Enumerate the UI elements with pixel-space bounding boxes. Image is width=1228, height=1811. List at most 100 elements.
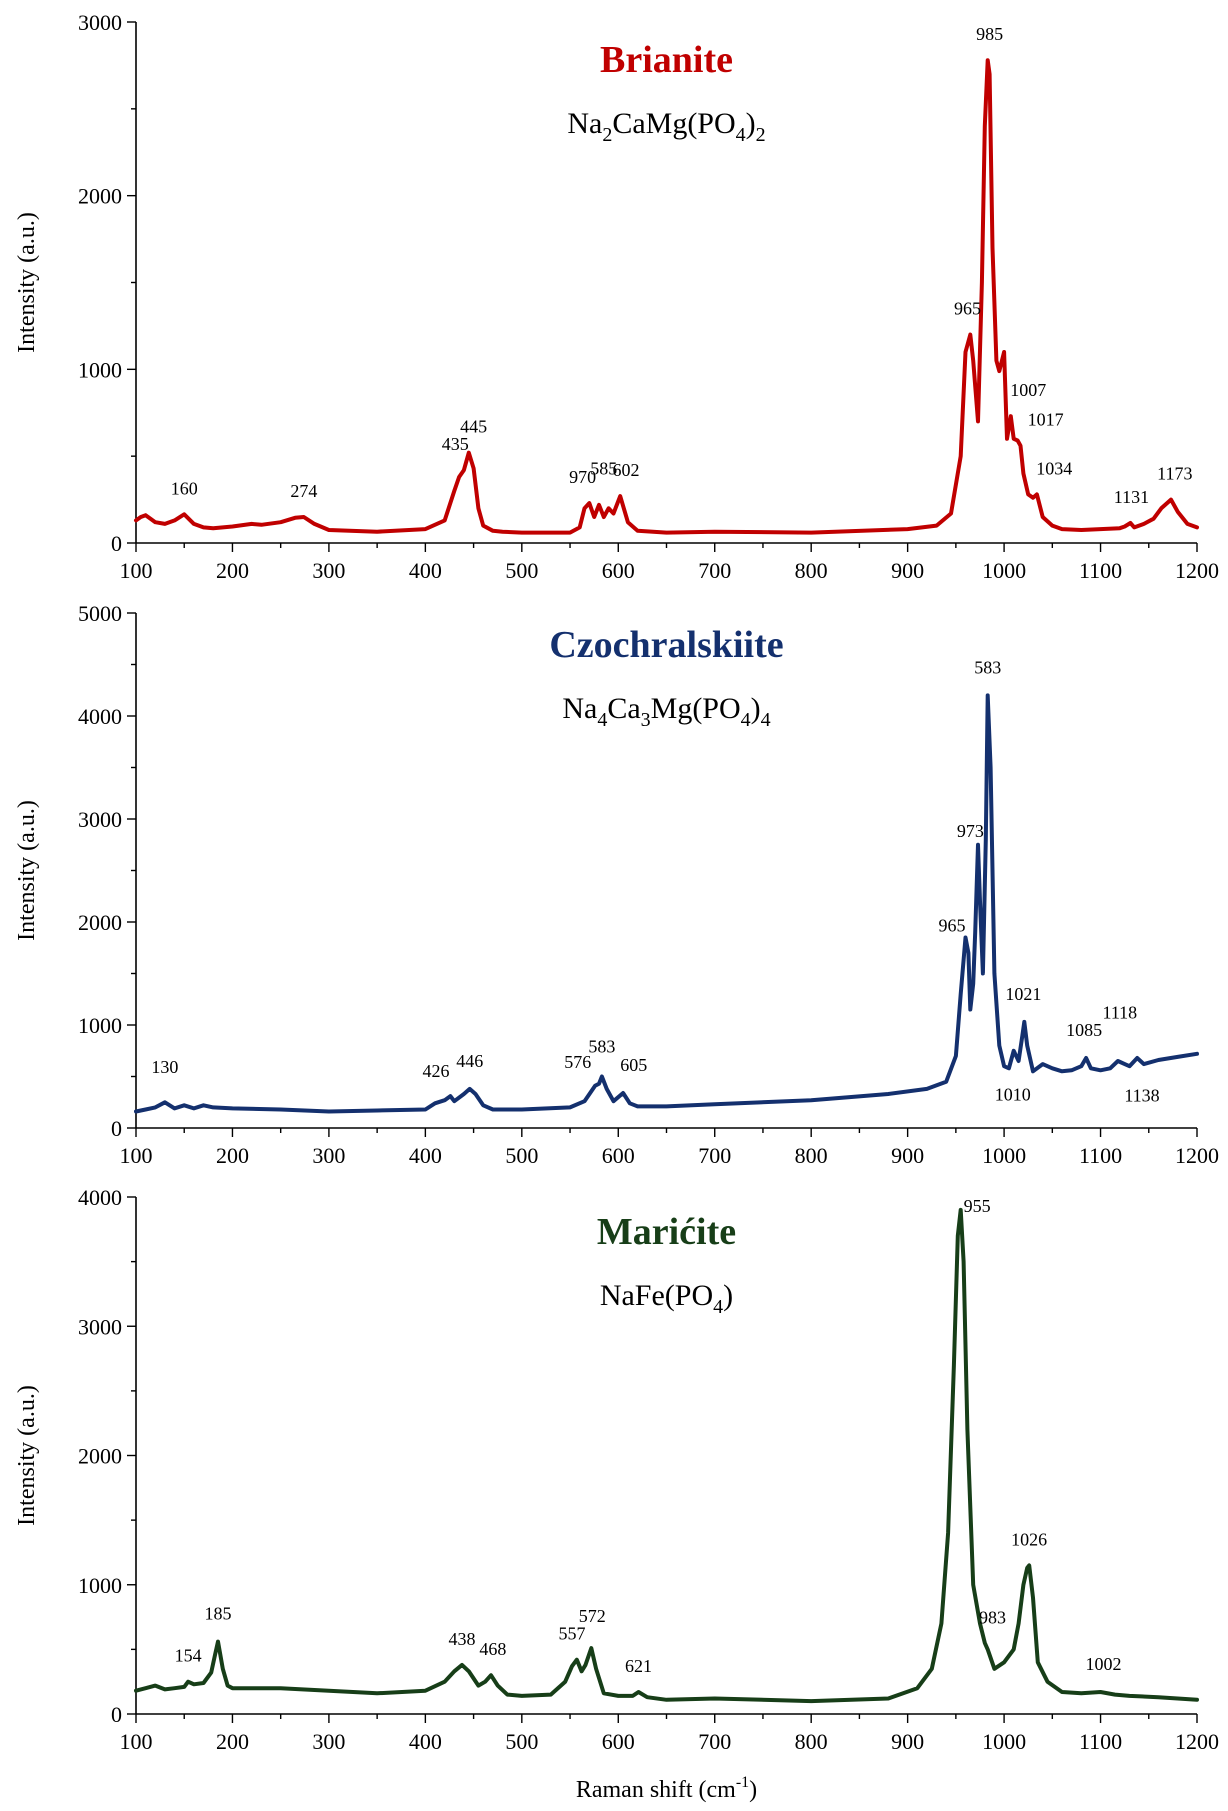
x-tick-label: 700: [698, 558, 731, 583]
peak-label: 130: [151, 1057, 178, 1077]
peak-label: 1007: [1010, 380, 1046, 400]
peak-label: 445: [460, 417, 487, 437]
x-tick-label: 500: [505, 1729, 538, 1754]
peak-label: 438: [449, 1629, 476, 1649]
x-tick-label: 900: [891, 1729, 924, 1754]
x-tick-label: 700: [698, 1729, 731, 1754]
x-tick-label: 500: [505, 558, 538, 583]
formula-part: 4: [741, 709, 751, 731]
y-tick-label: 1000: [78, 357, 122, 382]
x-tick-label: 100: [120, 1729, 153, 1754]
x-tick-label: 1000: [982, 1143, 1026, 1168]
x-tick-label: 100: [120, 558, 153, 583]
formula-part: 2: [756, 124, 766, 146]
y-axis-title: Intensity (a.u.): [14, 212, 40, 353]
peak-label: 605: [620, 1055, 647, 1075]
x-axis-title: Raman shift (cm-1): [576, 1774, 757, 1803]
chemical-formula: NaFe(PO4): [600, 1279, 733, 1318]
y-tick-label: 3000: [78, 10, 122, 35]
y-tick-label: 4000: [78, 704, 122, 729]
chemical-formula: Na4Ca3Mg(PO4)4: [562, 692, 770, 731]
peak-label: 1021: [1005, 984, 1041, 1004]
peak-label: 1026: [1011, 1529, 1047, 1549]
x-tick-label: 500: [505, 1143, 538, 1168]
x-tick-label: 800: [795, 558, 828, 583]
y-tick-label: 1000: [78, 1013, 122, 1038]
y-tick-label: 0: [111, 1116, 122, 1141]
x-tick-label: 1000: [982, 1729, 1026, 1754]
x-tick-label: 1200: [1175, 558, 1219, 583]
formula-part: ): [723, 1279, 733, 1312]
x-tick-label: 600: [602, 558, 635, 583]
x-axis-title-base: Raman shift (cm: [576, 1777, 736, 1803]
y-tick-label: 3000: [78, 807, 122, 832]
peak-label: 973: [957, 821, 984, 841]
peak-label: 583: [974, 657, 1001, 677]
chart-panel-2: 0 1000 2000 3000 4000 100 200 300 400 500 600 700 80…: [14, 1185, 1219, 1754]
formula-part: CaMg(PO: [612, 107, 735, 140]
peak-label: 1138: [1124, 1085, 1159, 1105]
y-tick-label: 5000: [78, 601, 122, 626]
x-tick-label: 300: [312, 558, 345, 583]
peak-label: 557: [558, 1624, 585, 1644]
x-tick-label: 200: [216, 1729, 249, 1754]
peak-label: 970: [569, 467, 596, 487]
peak-label: 446: [456, 1051, 483, 1071]
y-tick-label: 0: [111, 1702, 122, 1727]
peak-label: 274: [290, 481, 317, 501]
y-tick-label: 3000: [78, 1314, 122, 1339]
formula-part: ): [751, 692, 761, 725]
x-tick-label: 800: [795, 1729, 828, 1754]
formula-part: Na: [562, 692, 597, 725]
peak-label: 435: [442, 434, 469, 454]
x-axis-title-close: ): [749, 1777, 757, 1803]
peak-label: 1034: [1036, 458, 1072, 478]
formula-part: Mg(PO: [651, 692, 741, 725]
x-tick-label: 1100: [1079, 1729, 1122, 1754]
mineral-title: Czochralskiite: [549, 624, 783, 666]
formula-part: Ca: [607, 692, 640, 725]
y-tick-label: 2000: [78, 910, 122, 935]
x-tick-label: 900: [891, 1143, 924, 1168]
peak-label: 572: [579, 1606, 606, 1626]
y-tick-label: 0: [111, 531, 122, 556]
formula-part: NaFe(PO: [600, 1279, 713, 1312]
chemical-formula: Na2CaMg(PO4)2: [567, 107, 765, 146]
peak-label: 1173: [1157, 464, 1192, 484]
x-axis-title-sup: -1: [736, 1774, 749, 1791]
peak-label: 985: [976, 24, 1003, 44]
spectrum-line: [134, 1207, 1199, 1704]
x-tick-label: 200: [216, 558, 249, 583]
formula-part: ): [746, 107, 756, 140]
peak-label: 621: [625, 1656, 652, 1676]
x-tick-label: 1100: [1079, 558, 1122, 583]
x-tick-label: 1200: [1175, 1729, 1219, 1754]
x-tick-label: 1000: [982, 558, 1026, 583]
peak-label: 1002: [1085, 1654, 1121, 1674]
peak-label: 576: [564, 1052, 591, 1072]
x-tick-label: 100: [120, 1143, 153, 1168]
spectrum-line: [134, 693, 1199, 1114]
peak-label: 1118: [1103, 1002, 1138, 1022]
formula-part: 4: [597, 709, 607, 731]
peak-label: 1085: [1066, 1020, 1102, 1040]
peak-label: 468: [479, 1639, 506, 1659]
x-tick-label: 300: [312, 1729, 345, 1754]
chart-panel-0: 0 1000 2000 3000 100 200 300 400 500 600 700 800 900…: [14, 10, 1219, 583]
peak-label: 583: [588, 1036, 615, 1056]
y-tick-label: 2000: [78, 1444, 122, 1469]
x-tick-label: 400: [409, 1143, 442, 1168]
x-tick-label: 400: [409, 1729, 442, 1754]
spectrum-line: [134, 58, 1199, 535]
x-tick-label: 400: [409, 558, 442, 583]
chart-panel-1: 0 1000 2000 3000 4000 5000 100 200 300 400 500 600 7…: [14, 601, 1219, 1168]
y-tick-label: 2000: [78, 184, 122, 209]
peak-label: 955: [964, 1196, 991, 1216]
y-axis-title: Intensity (a.u.): [14, 1385, 40, 1526]
formula-part: 3: [641, 709, 651, 731]
formula-part: Na: [567, 107, 602, 140]
x-tick-label: 300: [312, 1143, 345, 1168]
peak-label: 1131: [1114, 487, 1149, 507]
peak-label: 965: [939, 915, 966, 935]
